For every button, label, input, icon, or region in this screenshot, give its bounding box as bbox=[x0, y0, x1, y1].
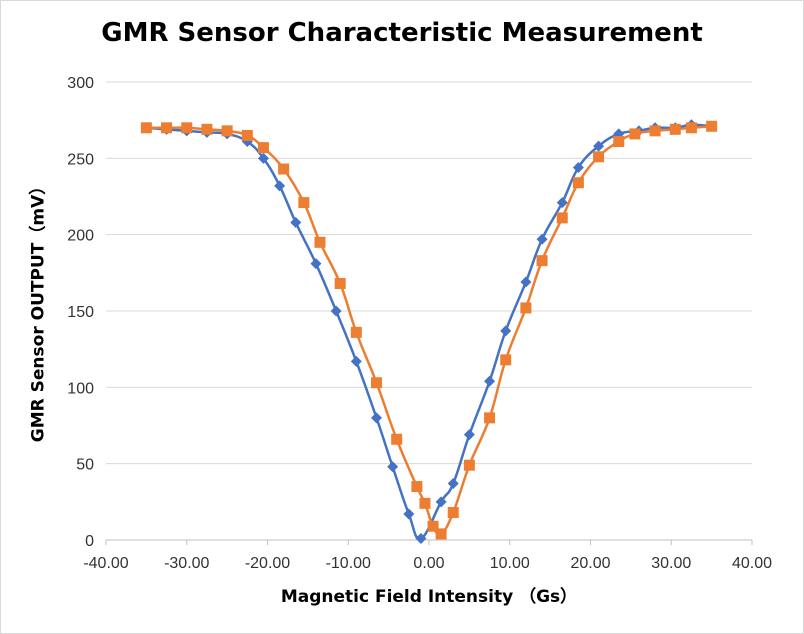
x-tick-label: 0.00 bbox=[413, 555, 444, 572]
y-tick-label: 0 bbox=[85, 533, 94, 550]
data-point-2 bbox=[181, 122, 193, 134]
data-point-2 bbox=[556, 212, 568, 224]
data-point-1 bbox=[484, 375, 496, 387]
data-point-2 bbox=[629, 128, 641, 140]
data-point-2 bbox=[221, 125, 233, 137]
data-point-2 bbox=[572, 177, 584, 189]
data-point-1 bbox=[520, 276, 532, 288]
data-point-2 bbox=[314, 236, 326, 248]
data-point-1 bbox=[403, 508, 415, 520]
x-tick-label: -20.00 bbox=[245, 555, 290, 572]
data-point-2 bbox=[334, 278, 346, 290]
x-tick-label: 40.00 bbox=[732, 555, 772, 572]
data-point-2 bbox=[391, 433, 403, 445]
data-point-1 bbox=[350, 355, 362, 367]
data-point-1 bbox=[310, 258, 322, 270]
data-point-2 bbox=[685, 122, 697, 134]
data-point-1 bbox=[500, 325, 512, 337]
x-axis-label: Magnetic Field Intensity （Gs） bbox=[280, 587, 578, 607]
series-line-2 bbox=[146, 125, 712, 536]
data-point-2 bbox=[278, 163, 290, 175]
data-point-2 bbox=[140, 122, 152, 134]
data-point-1 bbox=[593, 140, 605, 152]
data-point-2 bbox=[447, 507, 459, 519]
y-tick-label: 50 bbox=[76, 457, 94, 474]
data-point-1 bbox=[536, 233, 548, 245]
data-point-1 bbox=[556, 197, 568, 209]
x-tick-label: 30.00 bbox=[651, 555, 691, 572]
x-tick-label: -40.00 bbox=[83, 555, 128, 572]
data-point-1 bbox=[572, 161, 584, 173]
data-point-1 bbox=[447, 478, 459, 490]
data-point-2 bbox=[520, 302, 532, 314]
data-point-2 bbox=[350, 326, 362, 338]
data-point-2 bbox=[613, 136, 625, 148]
data-point-1 bbox=[435, 496, 447, 508]
data-point-2 bbox=[669, 123, 681, 135]
data-point-1 bbox=[463, 429, 475, 441]
x-tick-label: 20.00 bbox=[570, 555, 610, 572]
data-point-2 bbox=[298, 197, 310, 209]
series-line-1 bbox=[146, 123, 712, 540]
data-point-1 bbox=[257, 152, 269, 164]
data-point-2 bbox=[427, 520, 439, 532]
data-point-2 bbox=[201, 123, 213, 135]
data-point-2 bbox=[435, 528, 447, 540]
data-point-1 bbox=[330, 305, 342, 317]
data-point-2 bbox=[706, 120, 718, 132]
data-point-2 bbox=[484, 412, 496, 424]
data-point-2 bbox=[257, 142, 269, 154]
data-point-1 bbox=[290, 216, 302, 228]
data-point-2 bbox=[419, 497, 431, 509]
data-point-2 bbox=[536, 255, 548, 267]
data-point-1 bbox=[274, 180, 286, 192]
x-tick-label: 10.00 bbox=[490, 555, 530, 572]
x-tick-label: -10.00 bbox=[326, 555, 371, 572]
y-tick-label: 100 bbox=[67, 380, 94, 397]
data-point-2 bbox=[411, 481, 423, 493]
y-tick-label: 150 bbox=[67, 304, 94, 321]
y-tick-label: 250 bbox=[67, 151, 94, 168]
data-point-2 bbox=[593, 151, 605, 163]
chart-title: GMR Sensor Characteristic Measurement bbox=[101, 18, 703, 48]
y-tick-label: 300 bbox=[67, 75, 94, 92]
data-point-1 bbox=[371, 412, 383, 424]
data-point-1 bbox=[387, 461, 399, 473]
y-tick-label: 200 bbox=[67, 228, 94, 245]
data-point-2 bbox=[463, 459, 475, 471]
x-tick-label: -30.00 bbox=[164, 555, 209, 572]
data-point-2 bbox=[241, 129, 253, 141]
data-point-2 bbox=[500, 354, 512, 366]
data-point-2 bbox=[161, 122, 173, 134]
data-point-2 bbox=[371, 377, 383, 389]
data-point-1 bbox=[415, 532, 427, 544]
data-point-2 bbox=[649, 125, 661, 137]
